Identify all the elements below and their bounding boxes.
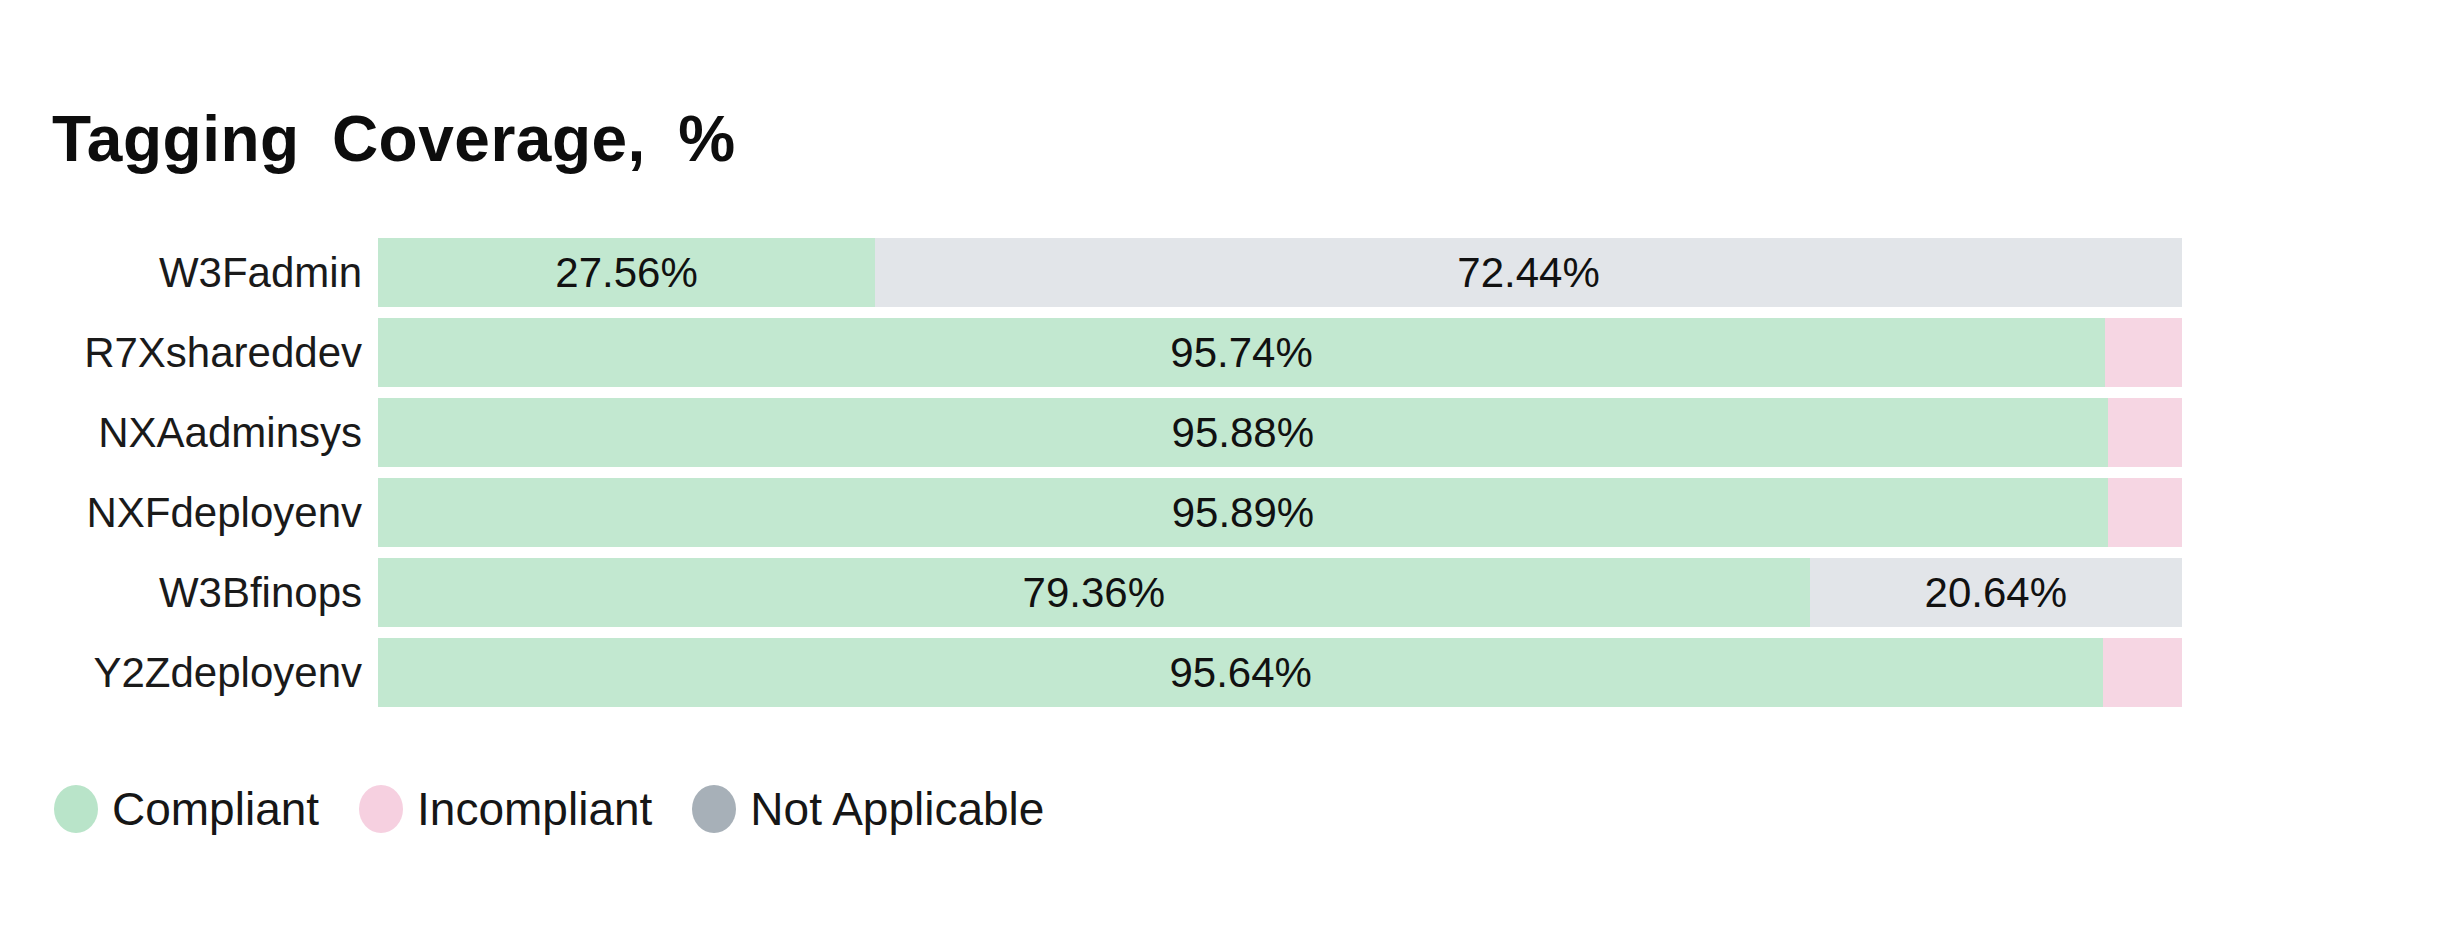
- bar-segment-compliant[interactable]: 79.36%: [378, 558, 1810, 627]
- chart-title: Tagging Coverage, %: [52, 102, 736, 176]
- legend-dot-incompliant: [359, 785, 403, 833]
- bar-value-label: 95.88%: [1172, 409, 1314, 457]
- bar-track: 95.89%: [378, 478, 2182, 547]
- chart-legend: Compliant Incompliant Not Applicable: [54, 782, 1044, 836]
- bar-row: W3Bfinops 79.36% 20.64%: [52, 558, 2182, 627]
- bar-row: R7Xshareddev 95.74%: [52, 318, 2182, 387]
- bar-segment-incompliant[interactable]: [2108, 398, 2182, 467]
- legend-item-incompliant[interactable]: Incompliant: [359, 782, 652, 836]
- bar-segment-compliant[interactable]: 95.74%: [378, 318, 2105, 387]
- category-label: Y2Zdeployenv: [52, 638, 378, 707]
- bar-row: Y2Zdeployenv 95.64%: [52, 638, 2182, 707]
- bar-segment-compliant[interactable]: 95.88%: [378, 398, 2108, 467]
- bar-track: 95.88%: [378, 398, 2182, 467]
- bar-segment-incompliant[interactable]: [2103, 638, 2182, 707]
- legend-item-compliant[interactable]: Compliant: [54, 782, 319, 836]
- bar-value-label: 72.44%: [1457, 249, 1599, 297]
- bar-segment-compliant[interactable]: 95.89%: [378, 478, 2108, 547]
- bar-segment-compliant[interactable]: 27.56%: [378, 238, 875, 307]
- bar-track: 95.74%: [378, 318, 2182, 387]
- legend-dot-compliant: [54, 785, 98, 833]
- bar-value-label: 79.36%: [1023, 569, 1165, 617]
- bar-track: 27.56% 72.44%: [378, 238, 2182, 307]
- bar-track: 95.64%: [378, 638, 2182, 707]
- legend-item-not-applicable[interactable]: Not Applicable: [692, 782, 1044, 836]
- bar-track: 79.36% 20.64%: [378, 558, 2182, 627]
- bar-value-label: 95.74%: [1170, 329, 1312, 377]
- legend-label: Not Applicable: [750, 782, 1044, 836]
- legend-label: Compliant: [112, 782, 319, 836]
- category-label: R7Xshareddev: [52, 318, 378, 387]
- bar-value-label: 95.89%: [1172, 489, 1314, 537]
- bar-row: NXAadminsys 95.88%: [52, 398, 2182, 467]
- bar-segment-compliant[interactable]: 95.64%: [378, 638, 2103, 707]
- bar-segment-not-applicable[interactable]: 72.44%: [875, 238, 2182, 307]
- category-label: NXFdeployenv: [52, 478, 378, 547]
- bar-segment-incompliant[interactable]: [2108, 478, 2182, 547]
- category-label: W3Fadmin: [52, 238, 378, 307]
- legend-dot-not-applicable: [692, 785, 736, 833]
- bar-value-label: 20.64%: [1925, 569, 2067, 617]
- bar-segment-not-applicable[interactable]: 20.64%: [1810, 558, 2182, 627]
- tagging-coverage-chart: Tagging Coverage, % W3Fadmin 27.56% 72.44…: [0, 0, 2449, 947]
- category-label: NXAadminsys: [52, 398, 378, 467]
- chart-rows: W3Fadmin 27.56% 72.44% R7Xshareddev 95.74…: [52, 238, 2182, 718]
- bar-value-label: 95.64%: [1169, 649, 1311, 697]
- legend-label: Incompliant: [417, 782, 652, 836]
- bar-value-label: 27.56%: [555, 249, 697, 297]
- bar-row: NXFdeployenv 95.89%: [52, 478, 2182, 547]
- category-label: W3Bfinops: [52, 558, 378, 627]
- bar-row: W3Fadmin 27.56% 72.44%: [52, 238, 2182, 307]
- bar-segment-incompliant[interactable]: [2105, 318, 2182, 387]
